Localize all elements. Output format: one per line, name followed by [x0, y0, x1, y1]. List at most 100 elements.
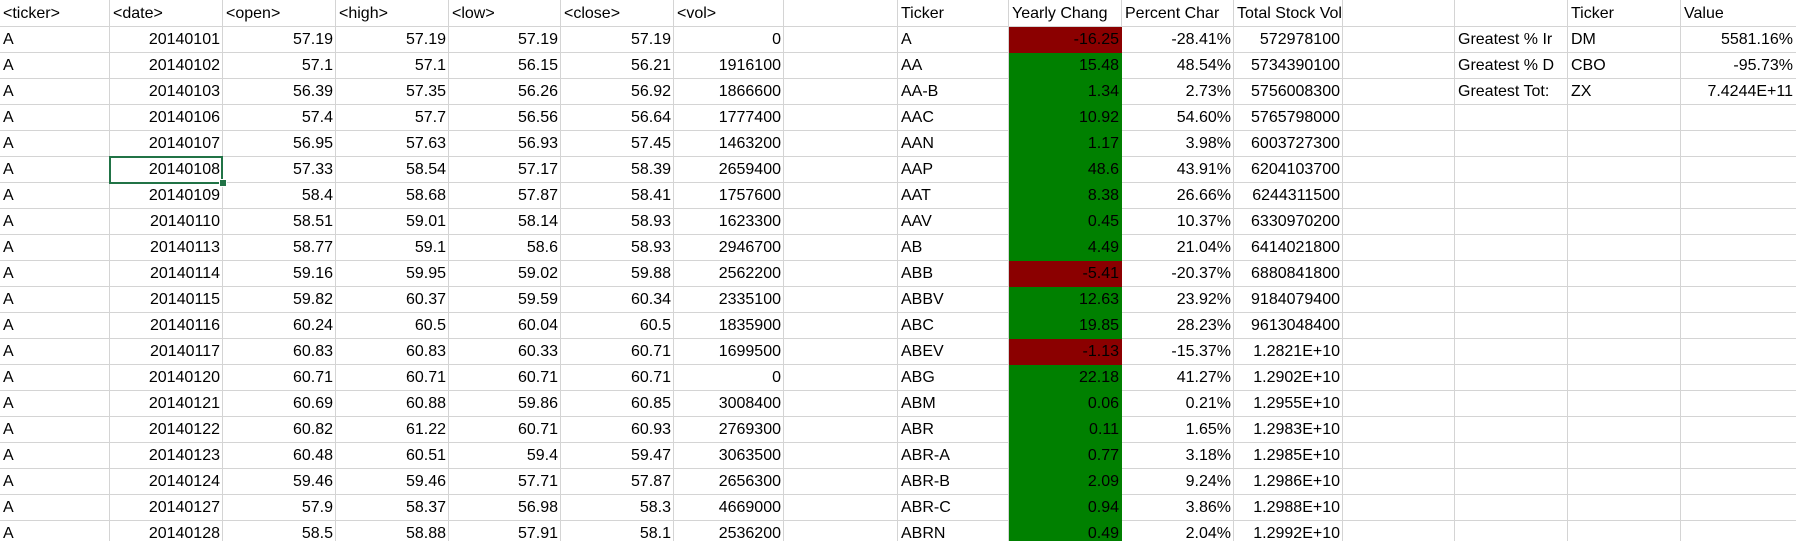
yearly-change-cell[interactable]: 19.85 [1009, 313, 1122, 339]
percent-change-cell[interactable]: 26.66% [1176, 187, 1231, 204]
data-cell[interactable]: 60.71 [517, 369, 558, 386]
data-cell[interactable]: 58.5 [301, 525, 333, 541]
data-cell[interactable]: A [3, 31, 14, 48]
greatest-value-cell[interactable]: 7.4244E+11 [1707, 83, 1793, 100]
percent-change-cell[interactable]: -20.37% [1171, 265, 1231, 282]
total-volume-cell[interactable]: 1.2983E+10 [1253, 421, 1340, 438]
data-cell[interactable]: 60.37 [405, 291, 446, 308]
total-volume-cell[interactable]: 1.2988E+10 [1253, 499, 1340, 516]
data-cell[interactable]: 20140124 [148, 473, 220, 490]
data-cell[interactable]: 3008400 [718, 395, 781, 412]
data-cell[interactable]: 60.85 [630, 395, 671, 412]
percent-change-cell[interactable]: 2.73% [1185, 83, 1231, 100]
data-cell[interactable]: 57.19 [630, 31, 671, 48]
data-cell[interactable]: 58.3 [639, 499, 671, 516]
total-volume-cell[interactable]: 1.2992E+10 [1253, 525, 1340, 541]
data-cell[interactable]: A [3, 265, 14, 282]
percent-change-cell[interactable]: 28.23% [1176, 317, 1231, 334]
data-cell[interactable]: 58.39 [630, 161, 671, 178]
header-cell-d[interactable]: <high> [339, 5, 388, 22]
data-cell[interactable]: 57.63 [405, 135, 446, 152]
data-cell[interactable]: 59.86 [517, 395, 558, 412]
header-cell-f[interactable]: <close> [564, 5, 621, 22]
total-volume-cell[interactable]: 6880841800 [1251, 265, 1340, 282]
greatest-ticker-cell[interactable]: CBO [1571, 57, 1606, 74]
data-cell[interactable]: 57.87 [630, 473, 671, 490]
data-cell[interactable]: 58.54 [405, 161, 446, 178]
data-cell[interactable]: 57.45 [630, 135, 671, 152]
data-cell[interactable]: 57.19 [405, 31, 446, 48]
data-cell[interactable]: 56.64 [630, 109, 671, 126]
data-cell[interactable]: 60.82 [292, 421, 333, 438]
data-cell[interactable]: 20140117 [150, 343, 220, 360]
data-cell[interactable]: 2536200 [718, 525, 781, 541]
data-cell[interactable]: 56.21 [630, 57, 671, 74]
percent-change-cell[interactable]: 10.37% [1176, 213, 1231, 230]
percent-change-cell[interactable]: 48.54% [1176, 57, 1231, 74]
summary-ticker-cell[interactable]: AAC [901, 109, 934, 126]
data-cell[interactable]: 20140108 [148, 161, 220, 178]
data-cell[interactable]: 20140109 [148, 187, 220, 204]
header-cell-l[interactable]: Total Stock Volume [1237, 5, 1343, 22]
data-cell[interactable]: A [3, 161, 14, 178]
data-cell[interactable]: 60.34 [630, 291, 671, 308]
percent-change-cell[interactable]: 41.27% [1176, 369, 1231, 386]
data-cell[interactable]: 59.4 [526, 447, 558, 464]
data-cell[interactable]: 1699500 [718, 343, 781, 360]
data-cell[interactable]: 57.33 [292, 161, 333, 178]
yearly-change-cell[interactable]: -16.25 [1009, 27, 1122, 53]
summary-ticker-cell[interactable]: A [901, 31, 912, 48]
data-cell[interactable]: 58.37 [405, 499, 446, 516]
data-cell[interactable]: A [3, 343, 14, 360]
data-cell[interactable]: 20140128 [148, 525, 220, 541]
summary-ticker-cell[interactable]: AB [901, 239, 923, 256]
summary-ticker-cell[interactable]: AAP [901, 161, 934, 178]
data-cell[interactable]: 56.39 [292, 83, 333, 100]
total-volume-cell[interactable]: 9184079400 [1251, 291, 1340, 308]
data-cell[interactable]: 57.87 [517, 187, 558, 204]
summary-ticker-cell[interactable]: ABB [901, 265, 934, 282]
data-cell[interactable]: A [3, 57, 14, 74]
summary-ticker-cell[interactable]: ABR-A [901, 447, 950, 464]
yearly-change-cell[interactable]: 12.63 [1009, 287, 1122, 313]
yearly-change-cell[interactable]: 22.18 [1009, 365, 1122, 391]
data-cell[interactable]: 1777400 [718, 109, 781, 126]
data-cell[interactable]: 20140114 [150, 265, 220, 282]
data-cell[interactable]: 56.92 [630, 83, 671, 100]
data-cell[interactable]: 20140122 [148, 421, 220, 438]
data-cell[interactable]: 20140102 [148, 57, 220, 74]
total-volume-cell[interactable]: 6330970200 [1251, 213, 1340, 230]
data-cell[interactable]: 60.71 [630, 369, 671, 386]
yearly-change-cell[interactable]: 1.34 [1009, 79, 1122, 105]
data-cell[interactable]: 59.16 [292, 265, 333, 282]
data-cell[interactable]: 57.17 [517, 161, 558, 178]
summary-ticker-cell[interactable]: AAT [901, 187, 931, 204]
total-volume-cell[interactable]: 5756008300 [1251, 83, 1340, 100]
data-cell[interactable]: 57.1 [301, 57, 333, 74]
summary-ticker-cell[interactable]: ABBV [901, 291, 944, 308]
data-cell[interactable]: 20140103 [148, 83, 220, 100]
data-cell[interactable]: 60.69 [292, 395, 333, 412]
total-volume-cell[interactable]: 1.2955E+10 [1253, 395, 1340, 412]
percent-change-cell[interactable]: -15.37% [1171, 343, 1231, 360]
data-cell[interactable]: 58.88 [405, 525, 446, 541]
data-cell[interactable]: 59.47 [630, 447, 671, 464]
total-volume-cell[interactable]: 6414021800 [1251, 239, 1340, 256]
data-cell[interactable]: A [3, 109, 14, 126]
data-cell[interactable]: 2562200 [718, 265, 781, 282]
yearly-change-cell[interactable]: 0.94 [1009, 495, 1122, 521]
data-cell[interactable]: A [3, 447, 14, 464]
data-cell[interactable]: 2656300 [718, 473, 781, 490]
summary-ticker-cell[interactable]: ABR-C [901, 499, 951, 516]
data-cell[interactable]: 58.93 [630, 213, 671, 230]
data-cell[interactable]: 60.71 [405, 369, 446, 386]
yearly-change-cell[interactable]: 8.38 [1009, 183, 1122, 209]
data-cell[interactable]: A [3, 213, 14, 230]
data-cell[interactable]: 58.1 [639, 525, 671, 541]
data-cell[interactable]: 57.4 [301, 109, 333, 126]
data-cell[interactable]: A [3, 291, 14, 308]
data-cell[interactable]: 3063500 [718, 447, 781, 464]
greatest-value-cell[interactable]: 5581.16% [1720, 31, 1793, 48]
greatest-label-cell[interactable]: Greatest % D [1458, 57, 1555, 74]
data-cell[interactable]: 59.01 [405, 213, 446, 230]
